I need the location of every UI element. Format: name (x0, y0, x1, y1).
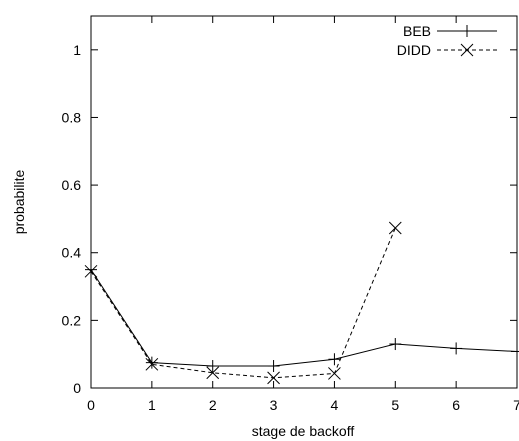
legend-label-didd: DIDD (397, 42, 431, 58)
data-point-beb (145, 356, 158, 369)
y-tick-label: 0 (73, 380, 81, 396)
data-point-didd (145, 357, 159, 371)
legend: BEB DIDD (397, 23, 497, 58)
y-tick-label: 0.6 (62, 177, 82, 193)
x-tick-label: 1 (148, 397, 156, 413)
plot-frame (90, 15, 518, 389)
x-tick-label: 0 (87, 397, 95, 413)
data-point-beb (267, 360, 280, 373)
data-point-beb (328, 353, 341, 366)
y-tick-label: 0.8 (62, 109, 82, 125)
marker-stroke (388, 221, 402, 235)
x-axis-title: stage de backoff (252, 423, 355, 439)
data-point-beb (85, 263, 97, 276)
data-point-didd (206, 366, 220, 380)
series-lines (84, 221, 519, 385)
marker-stroke (145, 357, 159, 371)
data-point-didd (84, 264, 98, 278)
legend-marker-didd (460, 43, 474, 57)
data-point-beb (450, 342, 463, 355)
marker-stroke (328, 367, 341, 380)
data-point-didd (328, 367, 341, 380)
x-tick-label: 5 (391, 397, 399, 413)
marker-stroke (206, 366, 220, 380)
marker-stroke (267, 371, 280, 385)
data-point-didd (267, 371, 280, 385)
y-axis: 0 0.2 0.4 0.6 0.8 1 (62, 42, 517, 396)
data-point-beb (206, 360, 219, 373)
y-tick-label: 0.2 (62, 312, 82, 328)
legend-marker-beb (461, 25, 473, 37)
series-line-didd (90, 227, 396, 379)
data-point-didd (388, 221, 402, 235)
series-line-beb (90, 269, 518, 367)
x-tick-label: 6 (452, 397, 460, 413)
plot-border (90, 15, 518, 389)
x-tick-label: 3 (270, 397, 278, 413)
y-tick-label: 0.4 (62, 245, 82, 261)
data-point-beb (389, 338, 402, 351)
data-point-beb (511, 345, 519, 358)
x-tick-label: 2 (209, 397, 217, 413)
x-tick-label: 7 (513, 397, 519, 413)
x-tick-label: 4 (331, 397, 339, 413)
marker-stroke (460, 43, 474, 57)
x-axis: 0 1 2 3 4 5 6 7 (87, 16, 519, 413)
y-axis-title: probabilite (11, 169, 27, 234)
y-tick-label: 1 (73, 42, 81, 58)
legend-label-beb: BEB (403, 23, 431, 39)
marker-stroke (84, 264, 98, 278)
